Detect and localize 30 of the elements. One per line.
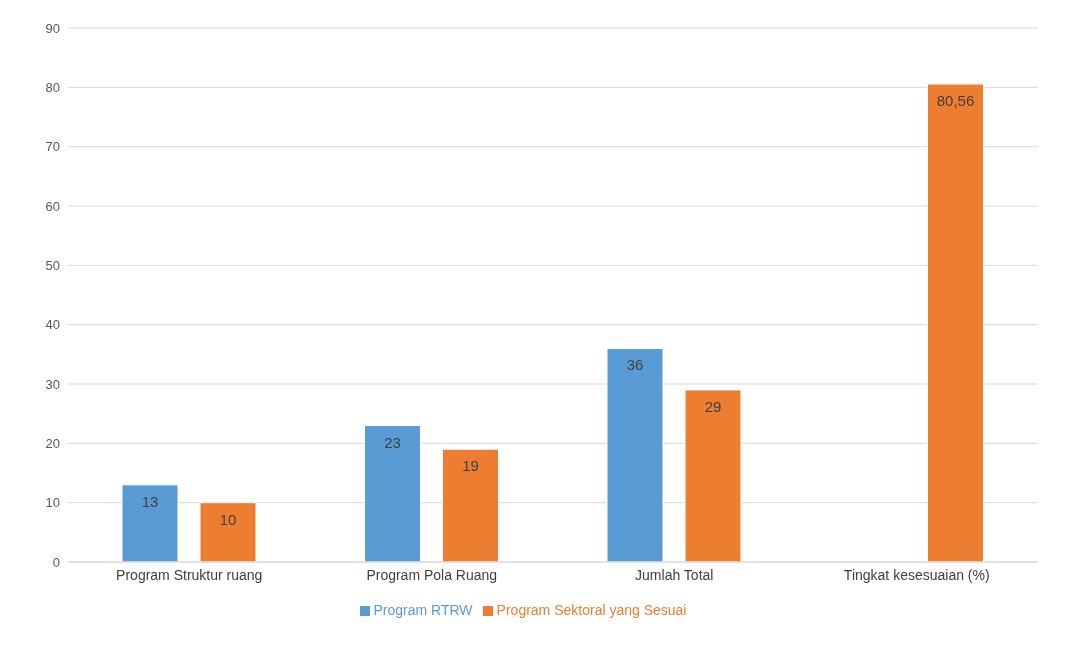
y-tick-label: 90 [45,20,60,36]
x-tick-label: Program Struktur ruang [116,566,263,583]
data-label: 80,56 [936,92,975,110]
data-label: 13 [141,492,159,510]
data-label: 10 [219,510,237,528]
x-tick-label: Jumlah Total [635,566,714,583]
y-tick-label: 80 [45,79,60,95]
y-tick-label: 40 [45,317,60,333]
y-tick-label: 70 [45,139,60,155]
y-tick-label: 30 [45,376,60,392]
x-tick-label: Tingkat kesesuaian (%) [843,566,990,583]
bar [684,389,742,562]
legend-label: Program Sektoral yang Sesuai [496,602,687,618]
y-tick-label: 50 [45,257,60,273]
y-tick-label: 60 [45,198,60,214]
bar [199,502,257,562]
data-label: 29 [704,397,722,415]
y-tick-label: 20 [45,435,60,451]
bar [442,448,499,562]
x-tick-label: Program Pola Ruang [366,566,498,583]
data-label: 23 [384,433,401,451]
legend-label: Program RTRW [373,602,473,618]
data-label: 36 [626,356,644,374]
bar [927,83,984,562]
bar [121,484,179,562]
bar [364,425,421,562]
bar [606,347,664,562]
data-label: 19 [462,457,479,475]
y-tick-label: 10 [45,495,60,511]
y-tick-label: 0 [52,554,60,570]
